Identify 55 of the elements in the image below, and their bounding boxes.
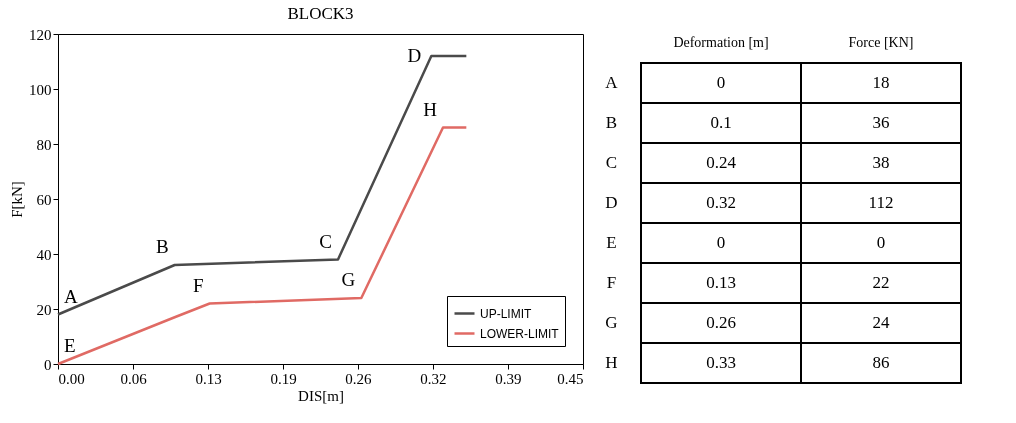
y-tick-label: H bbox=[605, 353, 618, 372]
data-label: 0 bbox=[716, 73, 726, 92]
data-label: 0 bbox=[716, 233, 726, 252]
y-tick-label: B bbox=[605, 113, 618, 132]
y-tick-label: 120 bbox=[29, 26, 52, 43]
legend-label: LOWER-LIMIT bbox=[480, 326, 560, 341]
annotation: B bbox=[155, 236, 169, 257]
annotation: F bbox=[193, 274, 204, 296]
y-tick-label: D bbox=[605, 193, 618, 212]
y-tick-label: 0 bbox=[44, 356, 52, 373]
x-tick-label: 0.32 bbox=[420, 370, 447, 387]
line-series bbox=[56, 126, 468, 366]
annotation: H bbox=[423, 98, 438, 120]
x-axis-title: DIS[m] bbox=[298, 387, 344, 404]
annotation: C bbox=[319, 230, 332, 252]
data-label: 0.1 bbox=[710, 113, 732, 132]
x-tick-label: 0.13 bbox=[195, 370, 222, 387]
x-tick-label: Force [KN] bbox=[848, 34, 914, 50]
annotation: D bbox=[407, 45, 422, 66]
annotation: E bbox=[64, 335, 76, 356]
y-tick-label: 20 bbox=[36, 301, 52, 318]
data-label: 0 bbox=[876, 233, 886, 252]
annotation: G bbox=[341, 269, 356, 290]
data-label: 112 bbox=[868, 193, 894, 212]
data-label: 0.24 bbox=[706, 153, 737, 172]
y-tick-label: C bbox=[605, 153, 618, 172]
y-tick-label: A bbox=[605, 73, 619, 92]
y-tick-label: F bbox=[606, 273, 617, 292]
y-tick-label: 100 bbox=[29, 81, 52, 98]
x-tick-label: 0.06 bbox=[120, 370, 148, 387]
legend-label: UP-LIMIT bbox=[480, 306, 532, 321]
data-label: 36 bbox=[872, 113, 890, 132]
x-tick-label: 0.26 bbox=[345, 370, 373, 387]
y-tick-label: 60 bbox=[36, 191, 52, 208]
x-tick-label: 0.00 bbox=[58, 370, 85, 387]
y-tick-label: E bbox=[606, 233, 617, 252]
data-label: 86 bbox=[872, 353, 890, 372]
data-label: 38 bbox=[872, 153, 890, 172]
data-label: 0.33 bbox=[706, 353, 736, 372]
data-label: 24 bbox=[872, 313, 890, 332]
y-tick-label: 40 bbox=[36, 246, 52, 263]
y-axis-title: F[kN] bbox=[9, 181, 25, 218]
data-label: 0.26 bbox=[706, 313, 736, 332]
y-tick-label: G bbox=[605, 313, 618, 332]
data-label: 22 bbox=[872, 273, 890, 292]
data-label: 18 bbox=[872, 73, 890, 92]
annotation: A bbox=[64, 285, 78, 307]
x-tick-label: 0.19 bbox=[270, 370, 297, 387]
chart-title: BLOCK3 bbox=[287, 4, 354, 23]
x-tick-label: 0.45 bbox=[557, 370, 584, 387]
data-label: 0.13 bbox=[706, 273, 736, 292]
y-tick-label: 80 bbox=[36, 136, 52, 153]
data-label: 0.32 bbox=[706, 193, 736, 212]
x-tick-label: Deformation [m] bbox=[673, 34, 769, 50]
x-tick-label: 0.39 bbox=[495, 370, 522, 387]
